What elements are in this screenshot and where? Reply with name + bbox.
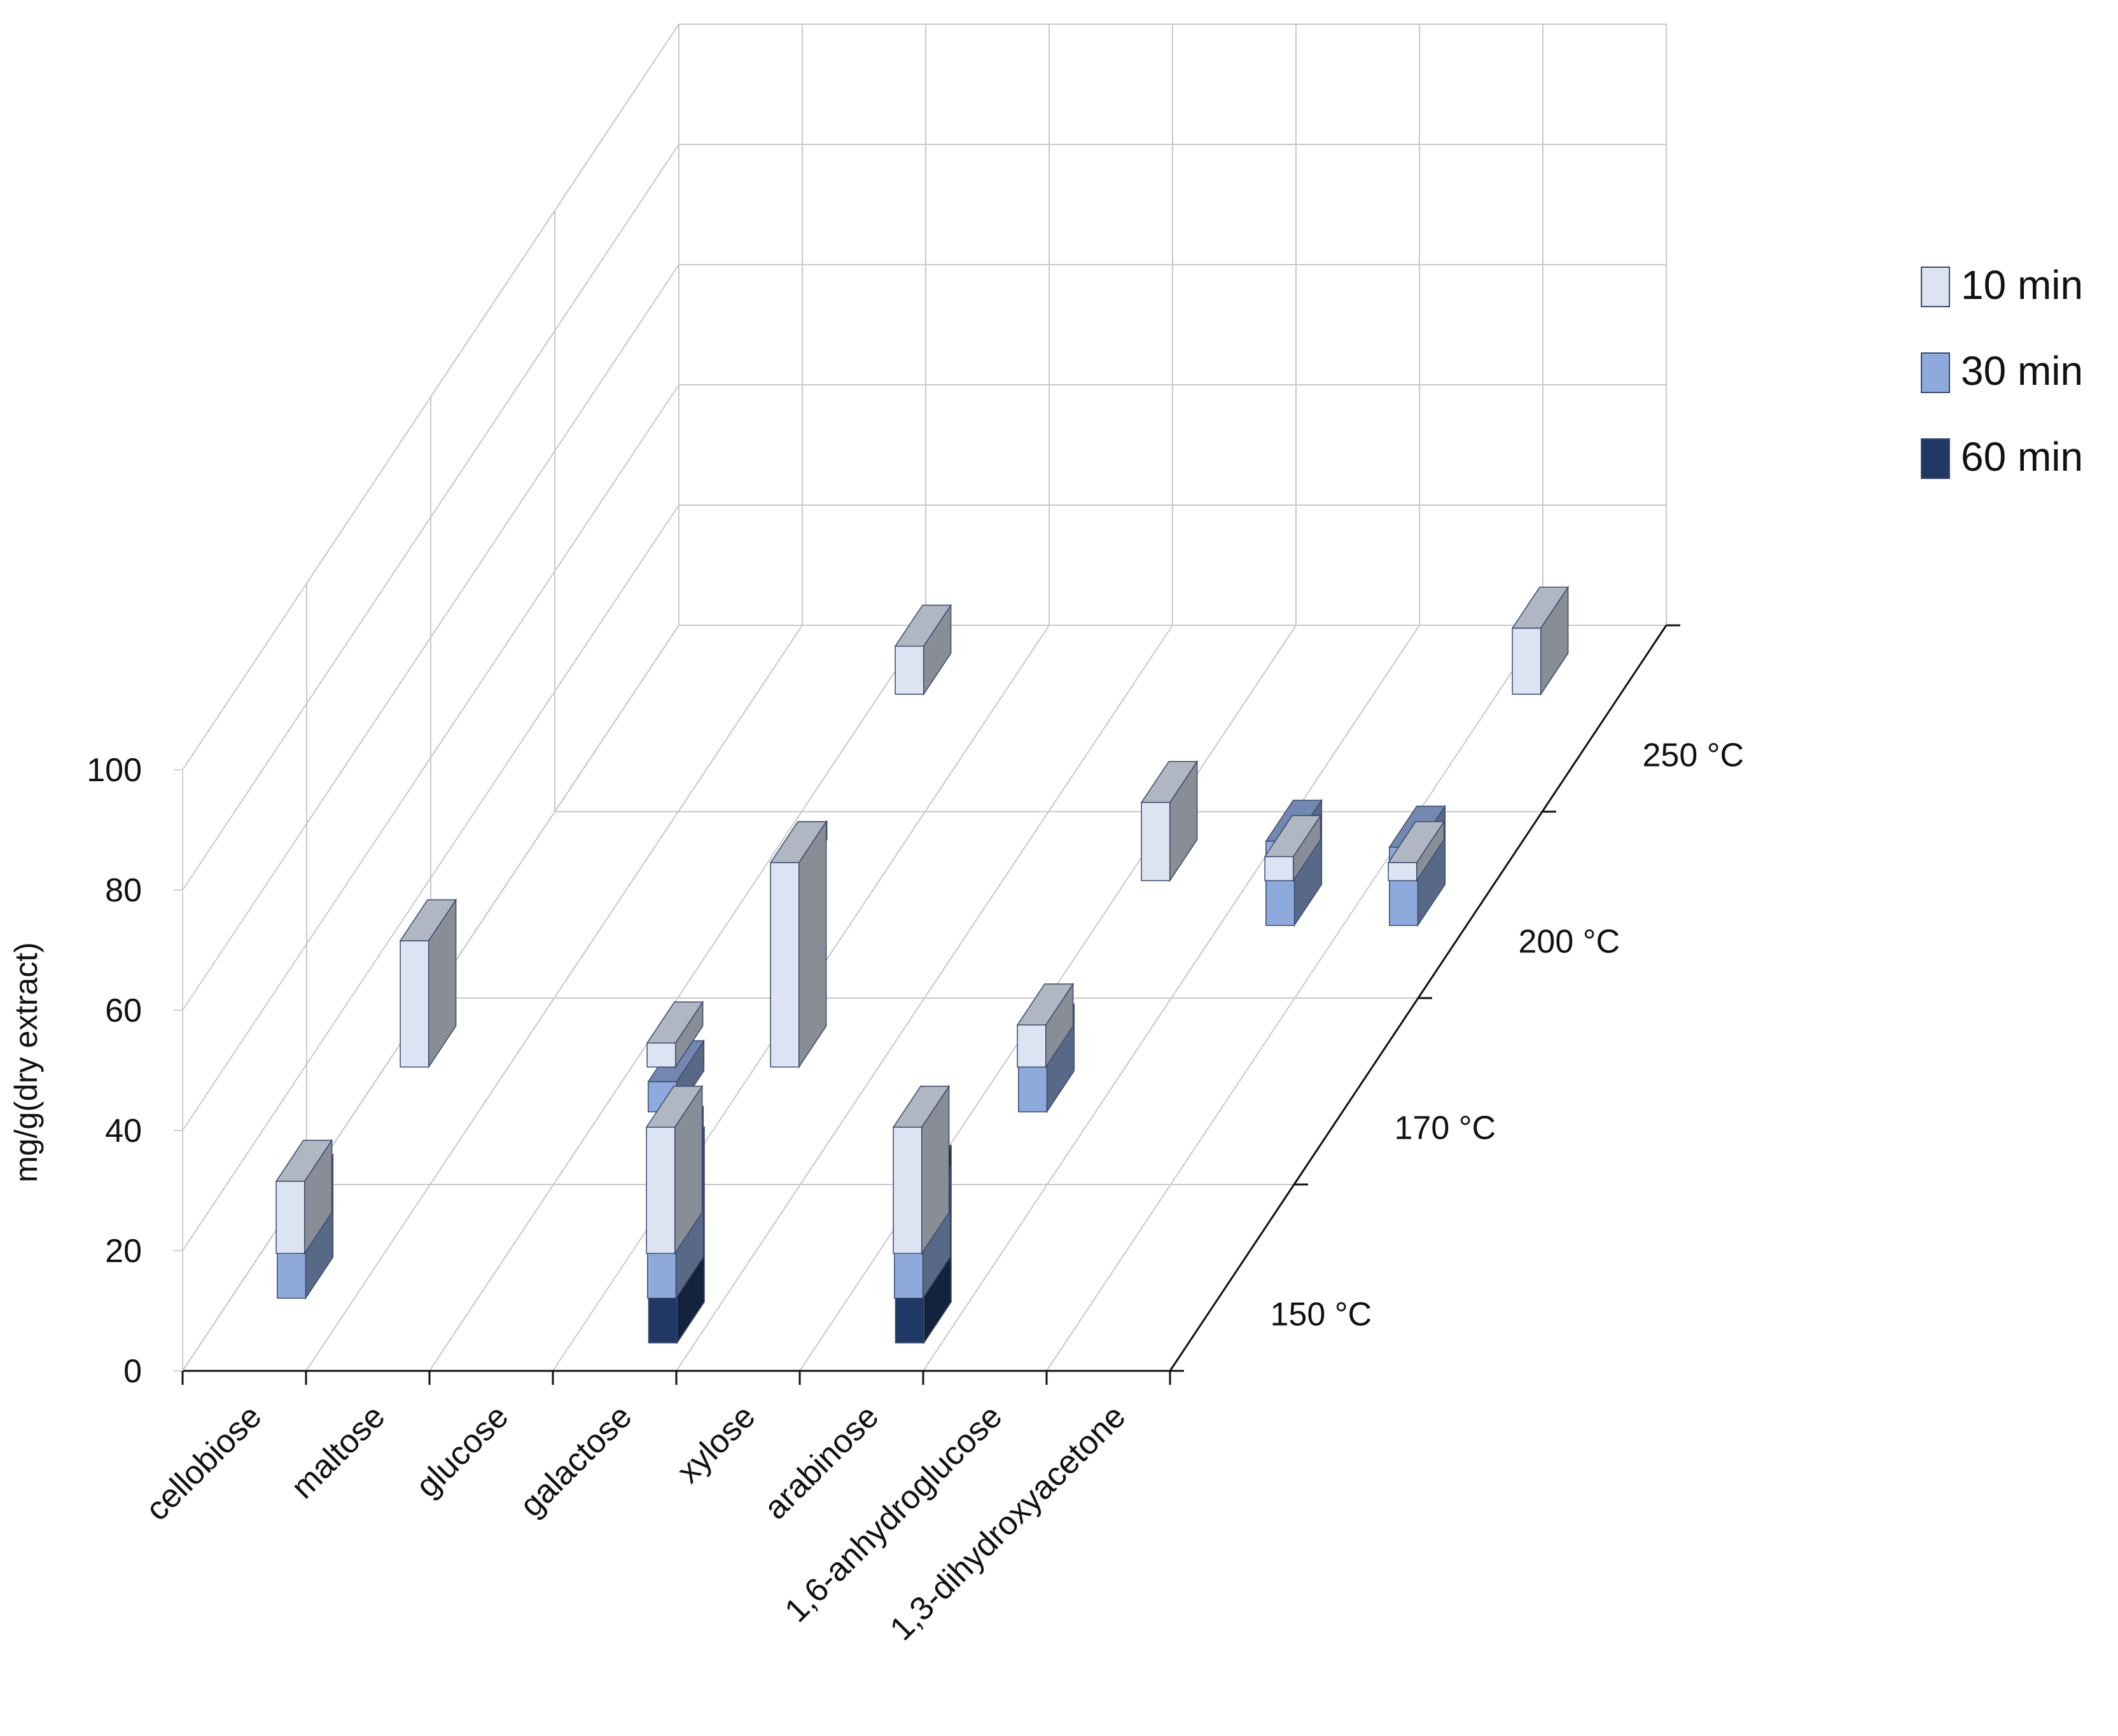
depth-tick-label: 170 °C (1395, 1110, 1496, 1147)
bar-10-min-arabinose-2 (1140, 760, 1199, 882)
x-tick-label: 1,3-dihydroxyacetone (883, 1398, 1133, 1648)
x-tick-label: arabinose (757, 1398, 886, 1527)
bar-10-min-galactose-1 (769, 820, 828, 1069)
legend-swatch (1921, 438, 1950, 479)
y-tick-label: 0 (123, 1353, 142, 1390)
bar-front (646, 1127, 676, 1254)
bar-front (1512, 627, 1542, 695)
y-tick-label: 40 (105, 1113, 142, 1149)
bar-front (1388, 862, 1418, 882)
bar-10-min-arabinose-1 (1016, 982, 1075, 1069)
depth-tick-label: 200 °C (1519, 924, 1620, 961)
y-tick-label: 80 (105, 872, 142, 909)
legend-label: 30 min (1961, 348, 2083, 394)
bar-front (895, 646, 924, 695)
legend-swatch (1921, 267, 1950, 307)
depth-tick-label: 150 °C (1271, 1296, 1372, 1333)
bar-10-min-cellobiose-1 (399, 898, 457, 1069)
x-tick-label: xylose (670, 1398, 762, 1490)
bar-front (1141, 802, 1171, 882)
bar-10-min-1-3-dihydroxyacetone-2 (1387, 820, 1446, 882)
legend-label: 60 min (1961, 434, 2083, 480)
x-tick-label: galactose (513, 1398, 639, 1524)
bar-10-min-glucose-1 (646, 1000, 704, 1069)
bar-front (275, 1181, 305, 1254)
depth-tick-label: 250 °C (1643, 737, 1745, 774)
bar-front (400, 940, 429, 1068)
x-tick-label: maltose (284, 1398, 393, 1506)
legend-label: 10 min (1961, 262, 2083, 308)
bar-front (893, 1127, 923, 1254)
y-tick-label: 20 (105, 1233, 142, 1270)
bar-front (646, 1042, 676, 1068)
bar-10-min-cellobiose-0 (275, 1139, 333, 1255)
legend: 10 min 30 min 60 min (1921, 262, 2083, 480)
bar-front (1264, 856, 1294, 882)
bar-front (1017, 1024, 1047, 1068)
chart-bars (275, 585, 1570, 1345)
x-tick-label: glucose (409, 1398, 516, 1504)
y-axis-label: mg/g(dry extract) (8, 942, 44, 1183)
bar-front (770, 862, 800, 1068)
bar-10-min-1-6-anhydroglucose-2 (1264, 814, 1322, 882)
x-tick-label: 1,6-anhydroglucose (777, 1398, 1009, 1629)
y-tick-label: 100 (87, 752, 142, 789)
bar-10-min-arabinose-0 (892, 1085, 951, 1255)
bar-10-min-glucose-3 (894, 603, 952, 696)
y-tick-label: 60 (105, 992, 142, 1029)
bar-side (798, 820, 827, 1069)
x-tick-label: cellobiose (139, 1398, 269, 1528)
bar-10-min-1-3-dihydroxyacetone-3 (1511, 585, 1570, 696)
bar-10-min-galactose-0 (645, 1085, 704, 1255)
legend-swatch (1921, 352, 1950, 393)
